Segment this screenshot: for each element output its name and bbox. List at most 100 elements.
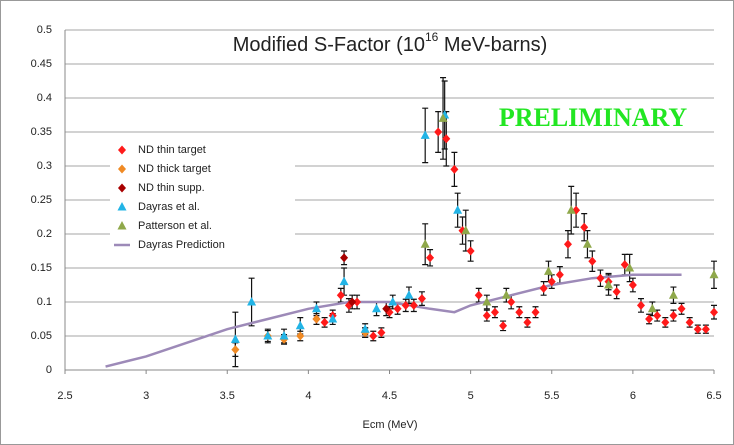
diamond-marker — [499, 321, 508, 331]
triangle-marker — [438, 113, 448, 122]
triangle-marker — [247, 297, 257, 306]
diamond-marker — [409, 300, 418, 310]
diamond-marker — [515, 307, 524, 317]
diamond-marker — [474, 290, 483, 300]
triangle-marker — [279, 331, 289, 340]
y-tick-label: 0.45 — [31, 58, 52, 70]
x-tick-label: 3.5 — [220, 390, 235, 402]
triangle-marker — [117, 221, 127, 230]
diamond-marker — [442, 134, 451, 144]
triangle-marker — [453, 205, 463, 214]
y-tick-label: 0.5 — [37, 24, 52, 36]
triangle-marker — [461, 225, 471, 235]
y-tick-label: 0.15 — [31, 262, 52, 274]
triangle-marker — [420, 239, 430, 248]
legend-box — [110, 138, 295, 258]
legend-label: Patterson et al. — [138, 220, 212, 232]
x-tick-label: 3 — [143, 390, 149, 402]
y-tick-label: 0.25 — [31, 194, 52, 206]
diamond-marker — [118, 145, 126, 155]
diamond-marker — [620, 260, 629, 270]
diamond-marker — [490, 307, 499, 317]
annotation: PRELIMINARY — [499, 103, 688, 132]
diamond-marker — [531, 307, 540, 317]
diamond-marker — [539, 283, 548, 293]
diamond-marker — [547, 277, 556, 287]
legend-label: ND thin target — [138, 144, 206, 156]
y-tick-label: 0.4 — [37, 92, 52, 104]
diamond-marker — [434, 127, 443, 137]
legend-label: ND thin supp. — [138, 182, 205, 194]
diamond-marker — [653, 311, 662, 321]
x-axis-label: Ecm (MeV) — [363, 419, 418, 431]
legend-label: Dayras Prediction — [138, 239, 225, 251]
triangle-marker — [582, 239, 592, 248]
y-tick-label: 0.3 — [37, 160, 52, 172]
diamond-marker — [231, 345, 240, 355]
x-tick-label: 5.5 — [544, 390, 559, 402]
triangle-marker — [388, 297, 398, 306]
y-tick-label: 0.35 — [31, 126, 52, 138]
diamond-marker — [450, 164, 459, 174]
triangle-marker — [339, 276, 349, 286]
diamond-marker — [369, 331, 378, 341]
y-tick-label: 0 — [46, 364, 52, 376]
triangle-marker — [668, 290, 678, 299]
legend-label: Dayras et al. — [138, 201, 200, 213]
diamond-marker — [645, 314, 654, 324]
title-end: MeV-barns) — [438, 34, 547, 56]
y-tick-label: 0.05 — [31, 330, 52, 342]
diamond-marker — [588, 256, 597, 266]
triangle-marker — [647, 303, 657, 313]
diamond-marker — [348, 297, 357, 307]
diamond-marker — [336, 290, 345, 300]
triangle-marker — [328, 314, 338, 323]
diamond-marker — [669, 311, 678, 321]
triangle-marker — [404, 290, 414, 299]
x-tick-label: 6 — [630, 390, 636, 402]
diamond-marker — [685, 317, 694, 327]
diamond-marker — [612, 287, 621, 297]
title-sup: 16 — [425, 30, 439, 44]
triangle-marker — [295, 320, 305, 330]
triangle-marker — [482, 297, 492, 306]
triangle-marker — [311, 303, 321, 313]
triangle-marker — [709, 269, 719, 279]
triangle-marker — [544, 266, 554, 275]
diamond-marker — [377, 328, 386, 338]
diamond-marker — [353, 297, 362, 307]
triangle-marker — [604, 280, 614, 289]
diamond-marker — [523, 317, 532, 327]
diamond-marker — [628, 280, 637, 290]
diamond-marker — [296, 331, 305, 341]
diamond-marker — [340, 253, 349, 263]
diamond-marker — [661, 317, 670, 327]
diamond-marker — [555, 270, 564, 280]
diamond-marker — [563, 239, 572, 249]
diamond-marker — [118, 183, 126, 193]
triangle-marker — [117, 202, 127, 211]
diamond-marker — [466, 246, 475, 256]
diamond-marker — [482, 311, 491, 321]
diamond-marker — [701, 324, 710, 334]
x-tick-label: 5 — [468, 390, 474, 402]
triangle-marker — [625, 263, 635, 272]
y-tick-label: 0.1 — [37, 296, 52, 308]
diamond-marker — [580, 222, 589, 232]
diamond-marker — [320, 317, 329, 327]
triangle-marker — [230, 334, 240, 343]
diamond-marker — [507, 297, 516, 307]
diamond-marker — [677, 304, 686, 314]
diamond-marker — [393, 304, 402, 314]
prediction-line — [105, 273, 682, 368]
x-tick-label: 2.5 — [57, 390, 72, 402]
diamond-marker — [693, 324, 702, 334]
x-tick-label: 4.5 — [382, 390, 397, 402]
chart-title: Modified S-Factor (1016 MeV-barns) — [233, 30, 548, 56]
triangle-marker — [263, 331, 273, 340]
diamond-marker — [636, 300, 645, 310]
diamond-marker — [417, 294, 426, 304]
legend-label: ND thick target — [138, 163, 211, 175]
diamond-marker — [118, 164, 126, 174]
